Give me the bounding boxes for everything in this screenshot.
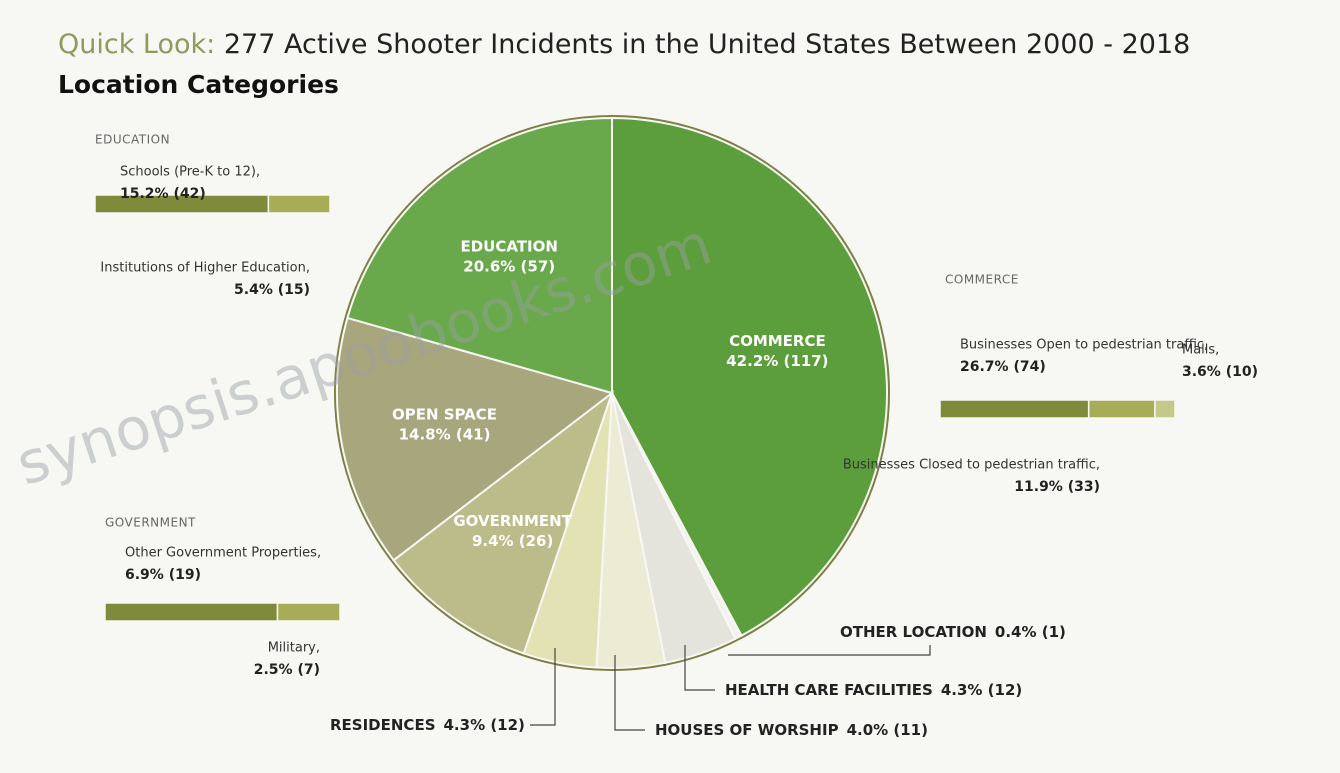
part-value: 11.9% (33)	[1014, 479, 1100, 495]
slice-name: RESIDENCES	[330, 716, 436, 734]
part-label: Businesses Open to pedestrian traffic,	[960, 338, 1208, 353]
slice-label: HOUSES OF WORSHIP 4.0% (11)	[655, 721, 928, 739]
part-value: 3.6% (10)	[1182, 364, 1258, 380]
pie-slice	[611, 116, 888, 637]
slice-label: HEALTH CARE FACILITIES 4.3% (12)	[725, 681, 1022, 699]
slice-label: RESIDENCES 4.3% (12)	[330, 716, 525, 734]
part-value: 2.5% (7)	[254, 662, 320, 678]
pie-slice	[392, 390, 615, 655]
part-label: Schools (Pre-K to 12),	[120, 165, 260, 180]
breakdown-heading: EDUCATION	[95, 133, 170, 147]
slice-name: COMMERCE	[729, 332, 826, 350]
part-label: Institutions of Higher Education,	[100, 261, 310, 276]
part-label: Military,	[268, 641, 320, 656]
breakdown-bar	[267, 194, 331, 214]
leader-line	[530, 648, 556, 726]
slice-value: 4.3% (12)	[941, 681, 1022, 699]
breakdown-bar	[1087, 399, 1156, 419]
slice-name: EDUCATION	[460, 237, 557, 255]
slice-name: HOUSES OF WORSHIP	[655, 721, 839, 739]
slice-value: 9.4% (26)	[472, 532, 553, 550]
slice-value: 4.0% (11)	[847, 721, 928, 739]
breakdown-bar	[939, 399, 1090, 419]
breakdown-heading: GOVERNMENT	[105, 516, 196, 530]
title-text: 277 Active Shooter Incidents in the Unit…	[224, 29, 1190, 60]
part-label: Malls,	[1182, 343, 1219, 358]
slice-value: 14.8% (41)	[399, 425, 491, 443]
leader-line	[684, 645, 715, 691]
slice-label: OTHER LOCATION 0.4% (1)	[840, 623, 1066, 641]
part-label: Other Government Properties,	[125, 546, 321, 561]
slice-value: 20.6% (57)	[463, 257, 555, 275]
breakdown-bar	[1154, 399, 1176, 419]
part-value: 26.7% (74)	[960, 359, 1046, 375]
breakdown-heading: COMMERCE	[945, 273, 1019, 287]
slice-name: OPEN SPACE	[392, 405, 497, 423]
part-value: 5.4% (15)	[234, 282, 310, 298]
breakdown-bar	[104, 602, 279, 622]
part-value: 6.9% (19)	[125, 567, 201, 583]
slice-value: 42.2% (117)	[726, 352, 828, 370]
part-label: Businesses Closed to pedestrian traffic,	[843, 458, 1100, 473]
chart-subtitle: Location Categories	[58, 70, 339, 99]
breakdowns: EDUCATION Schools (Pre-K to 12), 15.2% (42…	[94, 133, 1258, 678]
leader-line	[614, 655, 645, 731]
chart-title: Quick Look: 277 Active Shooter Incidents…	[58, 29, 1190, 60]
slice-name: OTHER LOCATION	[840, 623, 987, 641]
part-value: 15.2% (42)	[120, 186, 206, 202]
breakdown-bar	[276, 602, 341, 622]
slice-name: GOVERNMENT	[453, 512, 572, 530]
pie-slice	[346, 116, 613, 395]
title-prefix: Quick Look:	[58, 29, 215, 60]
slice-value: 4.3% (12)	[444, 716, 525, 734]
slice-value: 0.4% (1)	[995, 623, 1066, 641]
pie-slice	[336, 316, 615, 562]
slice-name: HEALTH CARE FACILITIES	[725, 681, 933, 699]
pie: COMMERCE 42.2% (117) OTHER LOCATION 0.4% (1…	[330, 115, 1066, 739]
leader-line	[728, 645, 931, 656]
